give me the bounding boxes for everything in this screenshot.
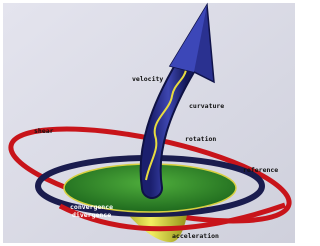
diagram: velocity curvature rotation shear refere…: [0, 0, 298, 246]
label: divergence: [72, 211, 111, 219]
label: convergence: [70, 203, 113, 211]
label: shear: [34, 127, 54, 135]
label: velocity: [132, 75, 163, 83]
label: curvature: [189, 102, 224, 110]
page: {"labels": ["velocity", "curvature", "ro…: [0, 0, 298, 246]
label: rotation: [185, 135, 216, 143]
label: reference: [243, 166, 278, 174]
label: acceleration: [172, 232, 219, 240]
